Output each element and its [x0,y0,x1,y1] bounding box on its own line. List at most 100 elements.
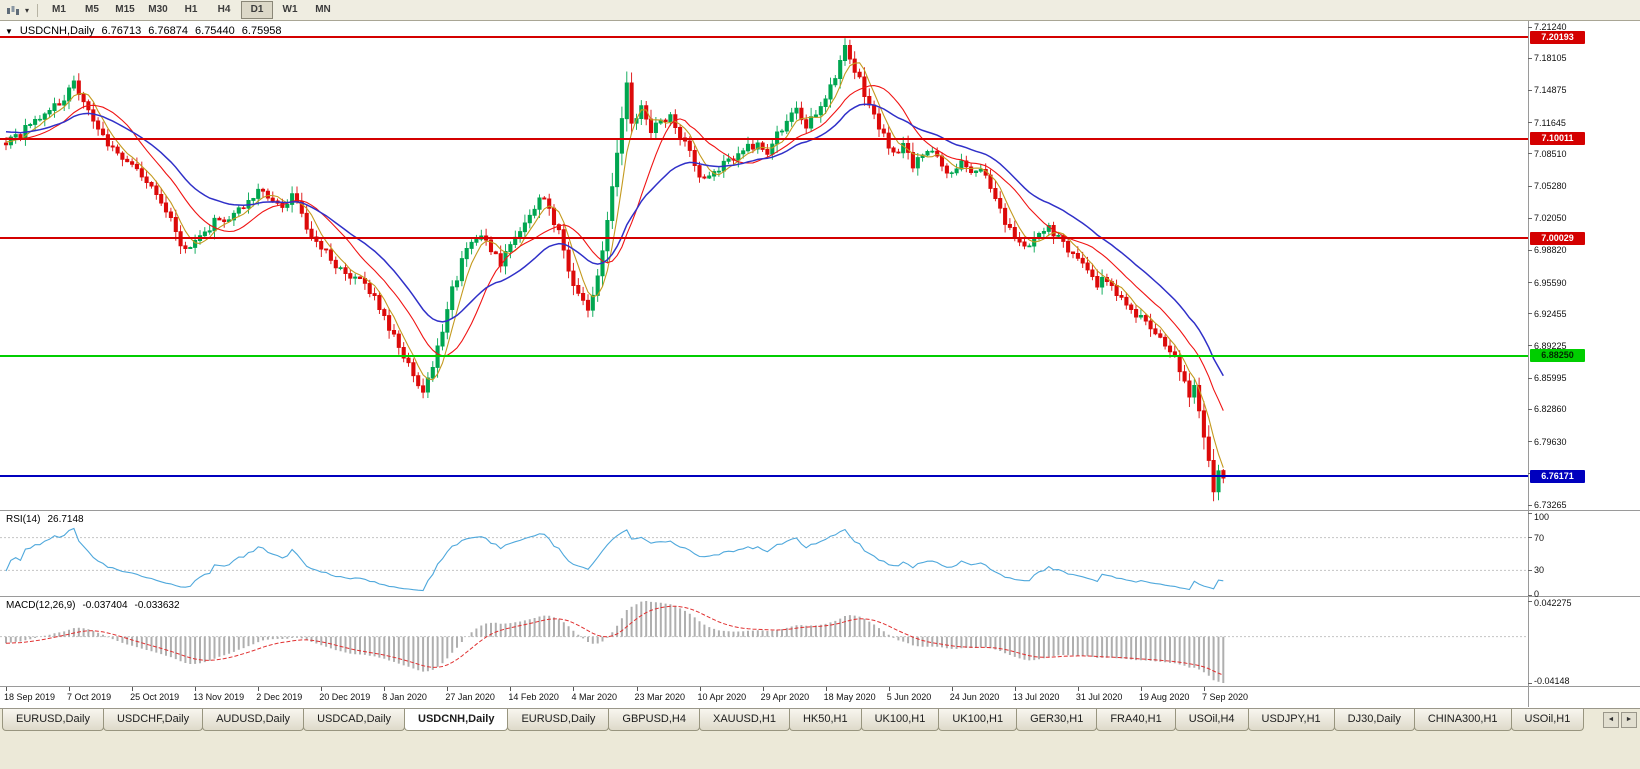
price-scale-tick [1528,26,1532,28]
horizontal-level-line [0,36,1528,39]
price-scale-label: 6.98820 [1534,245,1567,256]
price-scale-label: 7.05280 [1534,181,1567,192]
price-scale-label: 6.95590 [1534,277,1567,288]
macd-scale-tick [1528,600,1532,602]
chart-tab-uk100-h1[interactable]: UK100,H1 [938,709,1018,731]
chart-tab-xauusd-h1[interactable]: XAUUSD,H1 [698,709,790,731]
ohlc-low: 6.75440 [195,25,235,37]
date-label: 10 Apr 2020 [697,692,747,702]
timeframe-button-m15[interactable]: M15 [115,4,135,15]
macd-scale-label: 0.042275 [1534,598,1572,608]
chart-tab-ger30-h1[interactable]: GER30,H1 [1016,709,1098,731]
timeframe-button-d1[interactable]: D1 [241,1,273,19]
price-scale-tick [1528,504,1532,506]
date-label: 18 Sep 2019 [4,692,56,702]
date-label: 5 Jun 2020 [886,692,932,702]
timeframe-bar: M1 M5 M15 M30 H1 H4 D1 W1 MN [43,1,339,19]
date-tick [888,687,890,691]
macd-scale-label: -0.04148 [1534,676,1570,686]
price-scale-separator [1528,21,1529,707]
price-scale-tick [1528,89,1532,91]
rsi-scale-label: 70 [1534,532,1545,543]
timeframe-button-m30[interactable]: M30 [148,4,168,15]
chart-tab-usoil-h4[interactable]: USOil,H4 [1174,709,1249,731]
timeframe-button-m1[interactable]: M1 [52,4,66,15]
chart-symbol-period: USDCNH,Daily [19,25,95,37]
date-label: 13 Nov 2019 [193,692,245,702]
date-label: 4 Mar 2020 [571,692,617,702]
date-axis[interactable]: 18 Sep 2019 7 Oct 2019 25 Oct 2019 13 Nov 2… [0,687,1528,708]
price-scale-label: 7.08510 [1534,148,1567,159]
date-label: 27 Jan 2020 [445,692,495,702]
chart-tab-usoil-h1[interactable]: USOil,H1 [1510,709,1585,731]
macd-main-value: -0.037404 [82,600,128,611]
date-tick [321,687,323,691]
chart-tab-dj30-daily[interactable]: DJ30,Daily [1333,709,1415,731]
panel-separator[interactable] [0,510,1640,511]
rsi-scale-label: 0 [1534,589,1540,599]
bull-candles [8,38,1221,501]
price-scale-label: 7.11645 [1534,117,1566,128]
date-label: 14 Feb 2020 [508,692,559,702]
top-toolbar: ▾ M1 M5 M15 M30 H1 H4 D1 W1 MN [0,0,1640,21]
date-tick [1140,687,1142,691]
price-badge: 6.76171 [1530,469,1585,483]
chart-tab-eurusd-daily[interactable]: EURUSD,Daily [507,709,610,731]
price-scale-tick [1528,441,1532,443]
date-label: 29 Apr 2020 [760,692,810,702]
date-tick [195,687,197,691]
price-scale-tick [1528,185,1532,187]
date-tick [132,687,134,691]
date-label: 2 Dec 2019 [256,692,303,702]
bottom-tab-bar: EURUSD,Daily USDCHF,Daily AUDUSD,Daily USDC… [0,708,1640,769]
tab-scroll-left-button[interactable]: ◄ [1603,712,1619,728]
date-tick [951,687,953,691]
timeframe-button-mn[interactable]: MN [315,4,331,15]
chart-tab-uk100-h1[interactable]: UK100,H1 [860,709,940,731]
chart-tab-hk50-h1[interactable]: HK50,H1 [788,709,862,731]
price-scale-tick [1528,217,1532,219]
tab-scroll-right-button[interactable]: ► [1621,712,1637,728]
chart-tab-eurusd-daily[interactable]: EURUSD,Daily [2,709,104,731]
chart-tab-china300-h1[interactable]: CHINA300,H1 [1413,709,1512,731]
chart-tab-usdcnh-daily[interactable]: USDCNH,Daily [404,709,509,731]
price-badge: 7.00029 [1530,231,1585,245]
macd-name: MACD(12,26,9) [6,600,76,611]
chart-tab-gbpusd-h4[interactable]: GBPUSD,H4 [608,709,700,731]
chart-type-icon[interactable] [4,2,22,18]
horizontal-level-line [0,354,1528,357]
price-scale-tick [1528,313,1532,315]
rsi-scale-tick [1528,594,1532,596]
timeframe-button-h1[interactable]: H1 [184,4,198,15]
date-tick [1203,687,1205,691]
date-tick [1077,687,1079,691]
chart-header: ▼ USDCNH,Daily 6.76713 6.76874 6.75440 6… [5,25,282,37]
macd-scale-tick [1528,682,1532,684]
panel-separator[interactable] [0,596,1640,597]
ma-line-25 [5,103,1224,377]
chart-tab-usdjpy-h1[interactable]: USDJPY,H1 [1247,709,1335,731]
chart-tab-fra40-h1[interactable]: FRA40,H1 [1096,709,1176,731]
price-scale-tick [1528,377,1532,379]
date-label: 7 Sep 2020 [1201,692,1248,702]
chart-tab-audusd-daily[interactable]: AUDUSD,Daily [202,709,305,731]
horizontal-level-line [0,237,1528,240]
price-scale-label: 6.89225 [1534,340,1567,351]
timeframe-button-h4[interactable]: H4 [217,4,231,15]
horizontal-level-line [0,137,1528,140]
timeframe-button-w1[interactable]: W1 [282,4,298,15]
chart-tab-usdcad-daily[interactable]: USDCAD,Daily [303,709,406,731]
ohlc-open: 6.76713 [101,25,142,37]
price-scale-label: 7.21240 [1534,22,1567,32]
rsi-line [5,527,1224,592]
chart-tab-usdchf-daily[interactable]: USDCHF,Daily [102,709,204,731]
chart-type-caret-icon[interactable]: ▾ [24,5,29,15]
ma-line-13 [5,85,1224,411]
timeframe-button-m5[interactable]: M5 [85,4,99,15]
price-scale-label: 7.02050 [1534,213,1567,224]
chart-collapse-icon[interactable]: ▼ [5,26,13,36]
price-scale-tick [1528,408,1532,410]
date-label: 31 Jul 2020 [1075,692,1123,702]
